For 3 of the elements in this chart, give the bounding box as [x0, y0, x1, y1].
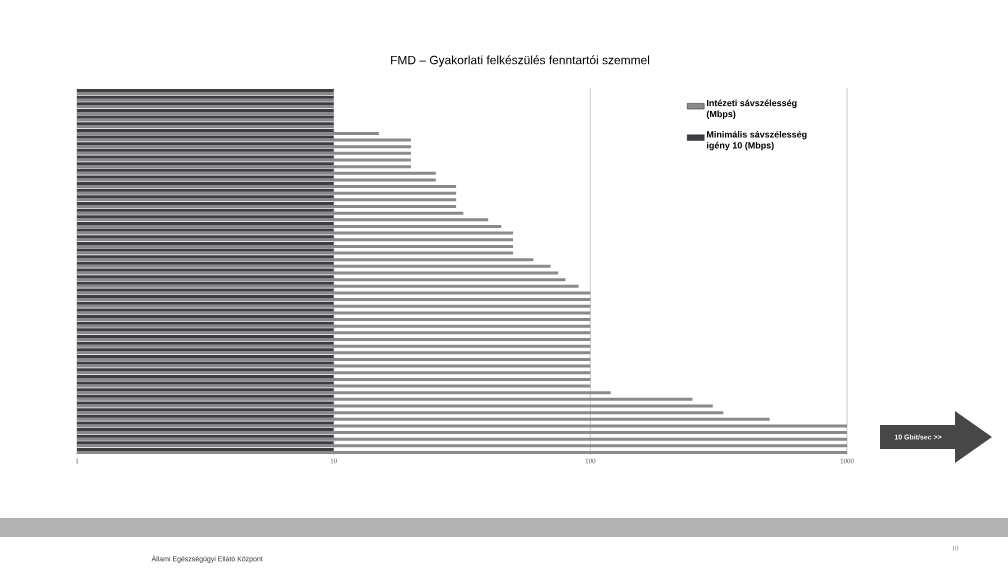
legend-label: Intézeti sávszélesség (Mbps) [706, 99, 797, 119]
legend-label: Minimális sávszélesség igény 10 (Mbps) [707, 130, 807, 151]
chart-title: FMD – Gyakorlati felkészülés fenntartói szemmel [391, 55, 650, 67]
